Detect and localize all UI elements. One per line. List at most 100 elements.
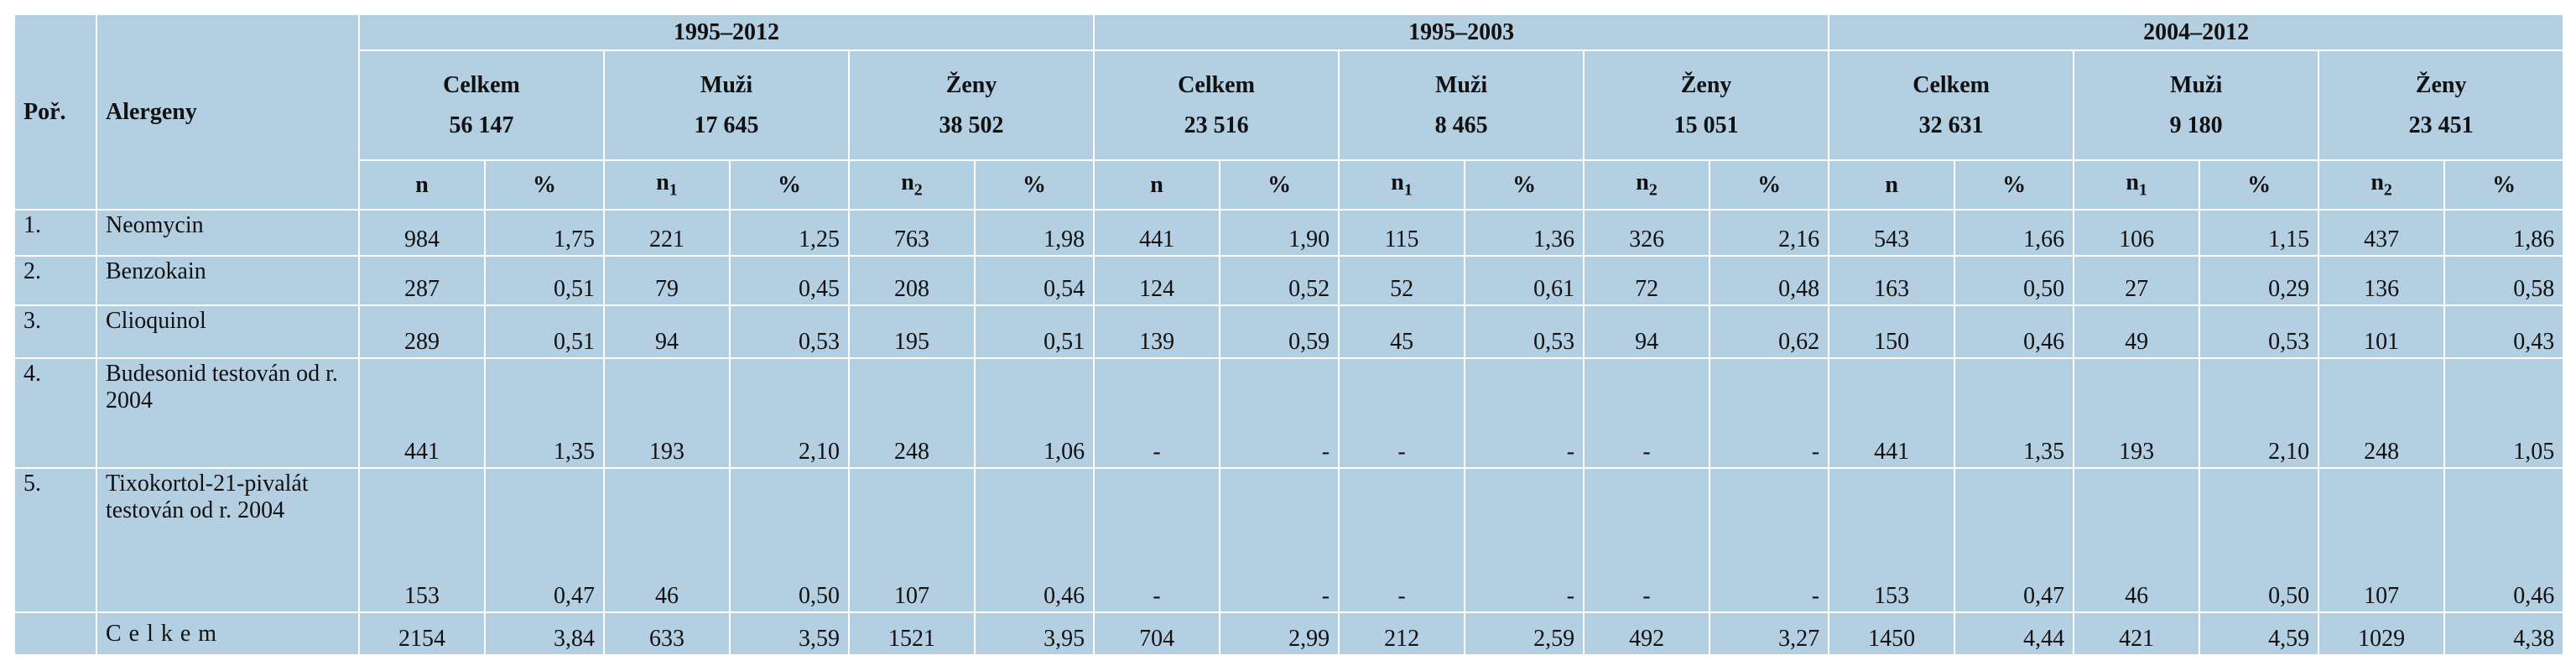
period-header: 1995–2012 [357, 13, 1095, 51]
value-cell: 115 [1338, 209, 1466, 257]
row-index: 1. [13, 209, 97, 257]
value-cell: 150 [1828, 304, 1956, 359]
value-cell: 1,98 [973, 209, 1095, 257]
value-cell: 136 [2318, 255, 2446, 306]
value-cell: 79 [603, 255, 731, 306]
value-cell: 287 [358, 255, 486, 306]
value-cell: 0,46 [973, 467, 1095, 613]
value-cell: 1,35 [484, 357, 605, 469]
value-cell: 326 [1583, 209, 1711, 257]
value-cell: 212 [1338, 611, 1466, 656]
value-cell: 124 [1093, 255, 1221, 306]
value-cell: 437 [2318, 209, 2446, 257]
column-symbol: % [1757, 171, 1782, 198]
value-cell: 106 [2073, 209, 2201, 257]
group-header: Ženy 23 451 [2318, 49, 2565, 161]
value-cell: - [1583, 357, 1711, 469]
group-total: 9 180 [2169, 112, 2223, 138]
column-symbol: n [415, 171, 429, 198]
group-label: Muži [2170, 71, 2223, 98]
value-cell: 221 [603, 209, 731, 257]
value-cell: - [1338, 467, 1466, 613]
header-row: n% n1% n2% n% n1% n2% n% n1% n2% [14, 159, 2565, 211]
group-label: Ženy [1680, 71, 1732, 98]
column-symbol: % [1023, 171, 1047, 198]
value-cell: 0,62 [1709, 304, 1830, 359]
column-header: n2 [848, 159, 976, 211]
allergen-name: Clioquinol [96, 304, 360, 359]
group-label: Muži [1434, 71, 1488, 98]
value-cell: - [1338, 357, 1466, 469]
value-cell: 289 [358, 304, 486, 359]
group-total: 23 516 [1184, 112, 1249, 138]
value-cell: 1521 [848, 611, 976, 656]
value-cell: 0,46 [1954, 304, 2075, 359]
column-header: % [1954, 159, 2075, 211]
value-cell: 0,58 [2443, 255, 2565, 306]
value-cell: 94 [603, 304, 731, 359]
data-row: 2. Benzokain 287 0,51 79 0,45 208 0,54 124 0,52 52… [13, 255, 2565, 306]
allergen-name: C e l k e m [96, 611, 360, 656]
value-cell: 1450 [1828, 611, 1956, 656]
value-cell: 0,54 [973, 255, 1095, 306]
value-cell: 1,90 [1219, 209, 1340, 257]
value-cell: 2154 [358, 611, 486, 656]
column-header: % [973, 159, 1095, 211]
group-total: 32 631 [1918, 112, 1984, 138]
group-label: Ženy [2415, 71, 2467, 98]
value-cell: 1,06 [973, 357, 1095, 469]
value-cell: 2,99 [1219, 611, 1340, 656]
value-cell: 0,51 [973, 304, 1095, 359]
group-header: Ženy 15 051 [1583, 49, 1830, 161]
value-cell: 46 [603, 467, 731, 613]
group-label: Muži [700, 71, 753, 98]
column-symbol: n [2370, 169, 2384, 196]
group-total: 23 451 [2408, 112, 2474, 138]
value-cell: 193 [603, 357, 731, 469]
value-cell: 0,53 [729, 304, 850, 359]
group-header: Ženy 38 502 [847, 49, 1095, 161]
allergen-name: Benzokain [96, 255, 360, 306]
value-cell: - [1709, 357, 1830, 469]
value-cell: 0,48 [1709, 255, 1830, 306]
value-cell: 441 [1093, 209, 1221, 257]
value-cell: 0,46 [2443, 467, 2565, 613]
value-cell: 163 [1828, 255, 1956, 306]
value-cell: 421 [2073, 611, 2201, 656]
column-subscript: 1 [669, 180, 678, 200]
value-cell: - [1583, 467, 1711, 613]
header-cell: Alergeny [96, 13, 360, 211]
value-cell: 0,51 [484, 304, 605, 359]
value-cell: - [1464, 467, 1585, 613]
row-index: 5. [13, 467, 97, 613]
allergen-name: Neomycin [96, 209, 360, 257]
group-header: Muži 9 180 [2073, 49, 2320, 161]
value-cell: 2,10 [2199, 357, 2320, 469]
column-subscript: 1 [2138, 180, 2147, 200]
header-row: Poř. Alergeny 1995–2012 1995–2003 2004–2012 [13, 13, 2565, 211]
row-index: 4. [13, 357, 97, 469]
column-symbol: n [1150, 171, 1163, 198]
value-cell: 3,27 [1709, 611, 1830, 656]
value-cell: 2,10 [729, 357, 850, 469]
column-symbol: n [2126, 169, 2139, 196]
column-header: % [729, 159, 850, 211]
period-header: 1995–2003 [1093, 13, 1830, 51]
value-cell: 1,36 [1464, 209, 1585, 257]
row-index: 2. [13, 255, 97, 306]
allergen-table: Poř. Alergeny 1995–2012 1995–2003 2004–2012 C… [13, 13, 2565, 656]
column-symbol: n [656, 169, 669, 196]
value-cell: 0,43 [2443, 304, 2565, 359]
value-cell: 0,51 [484, 255, 605, 306]
value-cell: 2,59 [1464, 611, 1585, 656]
value-cell: 195 [848, 304, 976, 359]
value-cell: 4,38 [2443, 611, 2565, 656]
column-header: n1 [1338, 159, 1466, 211]
group-total: 17 645 [694, 112, 759, 138]
group-total: 8 465 [1434, 112, 1488, 138]
group-header: Celkem 23 516 [1093, 49, 1340, 161]
data-row: 5. Tixokortol-21-pivalát testován od r. 2… [13, 467, 2565, 613]
column-header: % [1709, 159, 1830, 211]
group-total: 56 147 [449, 112, 514, 138]
